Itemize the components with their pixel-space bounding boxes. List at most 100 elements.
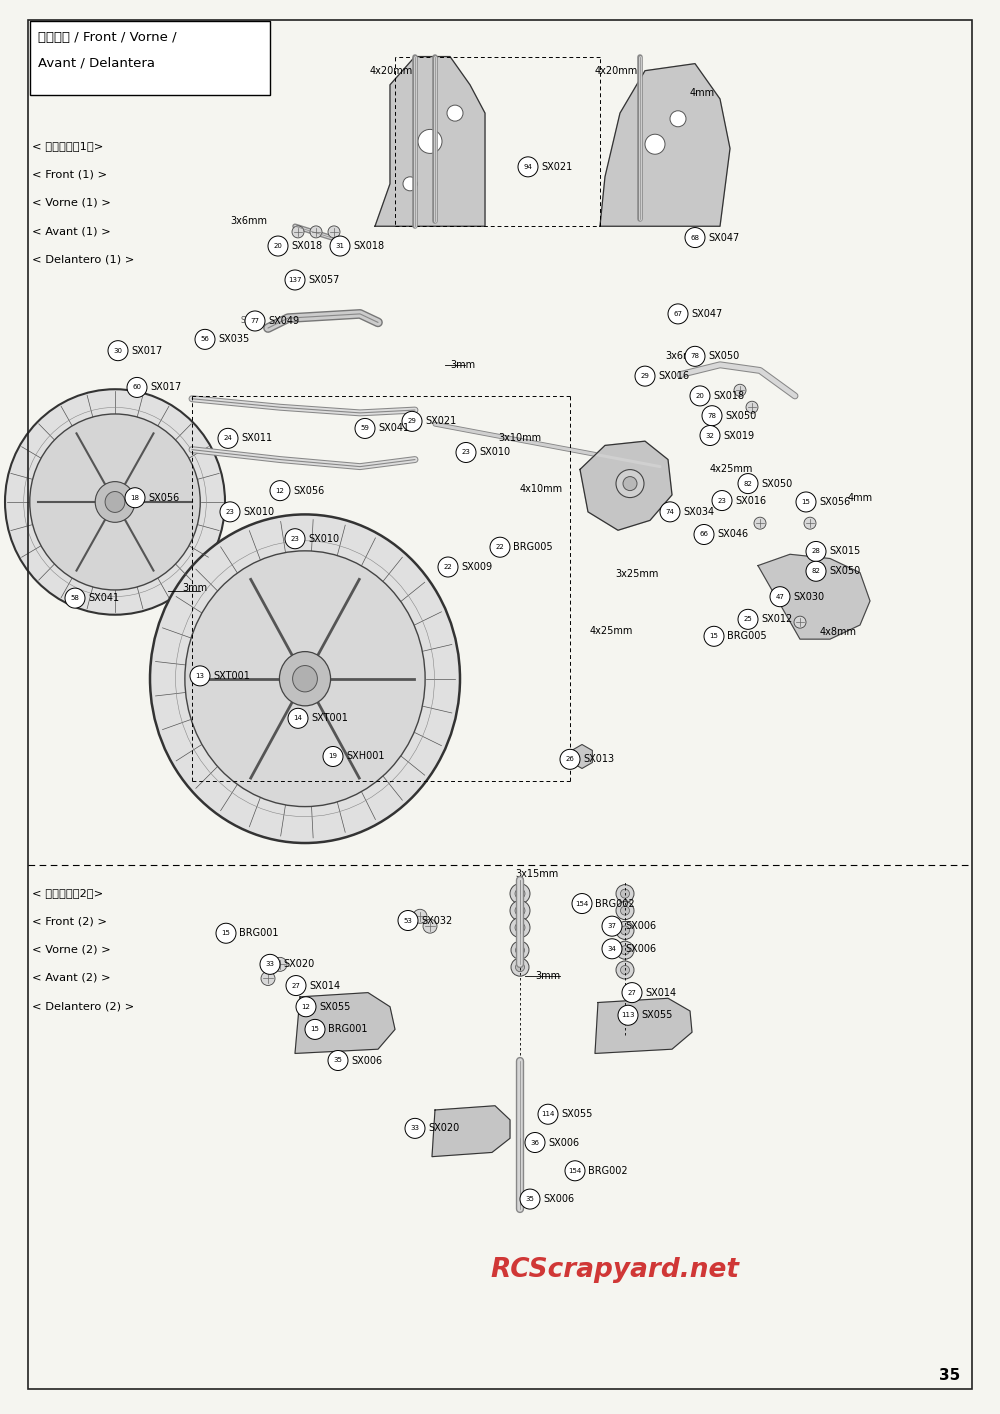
Text: SX018: SX018: [353, 240, 384, 252]
Text: 3x6mm: 3x6mm: [230, 215, 267, 226]
Circle shape: [398, 911, 418, 930]
Text: 31: 31: [336, 243, 344, 249]
Circle shape: [328, 1051, 348, 1070]
Ellipse shape: [150, 515, 460, 843]
Circle shape: [635, 366, 655, 386]
Circle shape: [511, 942, 529, 959]
Circle shape: [285, 529, 305, 549]
Circle shape: [516, 946, 524, 954]
Text: SX030: SX030: [793, 591, 824, 602]
Text: < Delantero (2) >: < Delantero (2) >: [32, 1001, 134, 1011]
Circle shape: [622, 983, 642, 1003]
Text: 35: 35: [939, 1367, 960, 1383]
Text: 32: 32: [706, 433, 714, 438]
Circle shape: [738, 609, 758, 629]
Text: 68: 68: [690, 235, 700, 240]
Text: SX047: SX047: [691, 308, 722, 320]
Text: 12: 12: [276, 488, 284, 493]
Text: 13: 13: [196, 673, 205, 679]
Circle shape: [734, 385, 746, 396]
Text: 58: 58: [71, 595, 79, 601]
Text: 37: 37: [608, 923, 616, 929]
Text: SX006: SX006: [625, 921, 656, 932]
Circle shape: [285, 270, 305, 290]
Circle shape: [602, 916, 622, 936]
Circle shape: [190, 666, 210, 686]
Circle shape: [565, 1161, 585, 1181]
Text: SX056: SX056: [148, 492, 179, 503]
Text: SXH001: SXH001: [346, 751, 384, 762]
Circle shape: [623, 477, 637, 491]
Text: SX006: SX006: [548, 1137, 579, 1148]
Text: BRG001: BRG001: [239, 928, 278, 939]
Text: SX050: SX050: [725, 410, 756, 421]
Circle shape: [746, 402, 758, 413]
Text: SX049: SX049: [268, 315, 299, 327]
Text: SX050: SX050: [761, 478, 792, 489]
Text: 56: 56: [201, 337, 209, 342]
Text: 34: 34: [608, 946, 616, 952]
Circle shape: [310, 226, 322, 238]
Text: SX019: SX019: [723, 430, 754, 441]
Bar: [30, 21, 270, 95]
Circle shape: [323, 747, 343, 766]
Circle shape: [796, 492, 816, 512]
Circle shape: [520, 1189, 540, 1209]
Circle shape: [738, 474, 758, 493]
Text: BRG002: BRG002: [588, 1165, 628, 1176]
Text: 20: 20: [696, 393, 704, 399]
Ellipse shape: [293, 666, 317, 691]
Text: SX049: SX049: [240, 317, 265, 325]
Circle shape: [328, 226, 340, 238]
Text: SX010: SX010: [479, 447, 510, 458]
Text: 3mm: 3mm: [535, 970, 560, 981]
Text: 25: 25: [744, 617, 752, 622]
Text: SX016: SX016: [735, 495, 766, 506]
Circle shape: [616, 469, 644, 498]
Text: 23: 23: [718, 498, 726, 503]
Text: 36: 36: [530, 1140, 540, 1145]
Circle shape: [754, 518, 766, 529]
Circle shape: [770, 587, 790, 607]
Circle shape: [355, 419, 375, 438]
Ellipse shape: [30, 414, 200, 590]
Text: SX050: SX050: [708, 351, 739, 362]
Text: 29: 29: [641, 373, 649, 379]
Text: BRG005: BRG005: [513, 542, 553, 553]
Circle shape: [702, 406, 722, 426]
Circle shape: [511, 959, 529, 976]
Text: SX056: SX056: [819, 496, 850, 508]
Circle shape: [65, 588, 85, 608]
Circle shape: [216, 923, 236, 943]
Text: 66: 66: [700, 532, 708, 537]
Circle shape: [712, 491, 732, 510]
Circle shape: [515, 905, 525, 916]
Circle shape: [620, 946, 630, 954]
Circle shape: [620, 926, 630, 935]
Text: 154: 154: [568, 1168, 582, 1174]
Text: 154: 154: [575, 901, 589, 906]
Text: 18: 18: [130, 495, 140, 501]
Text: フロント / Front / Vorne /: フロント / Front / Vorne /: [38, 31, 177, 44]
Circle shape: [260, 954, 280, 974]
Text: 47: 47: [776, 594, 784, 600]
Text: 33: 33: [266, 962, 274, 967]
Ellipse shape: [279, 652, 331, 706]
Text: < フロント（1）>: < フロント（1）>: [32, 141, 103, 151]
Polygon shape: [295, 993, 395, 1053]
Circle shape: [668, 304, 688, 324]
Text: SX010: SX010: [308, 533, 339, 544]
Circle shape: [305, 1019, 325, 1039]
Circle shape: [518, 157, 538, 177]
Circle shape: [288, 708, 308, 728]
Text: < Vorne (1) >: < Vorne (1) >: [32, 198, 111, 208]
Polygon shape: [595, 998, 692, 1053]
Text: 4x10mm: 4x10mm: [520, 484, 563, 495]
Text: SX012: SX012: [761, 614, 792, 625]
Text: SX050: SX050: [829, 566, 860, 577]
Text: SX018: SX018: [291, 240, 322, 252]
Text: SXT001: SXT001: [213, 670, 250, 682]
Circle shape: [525, 1133, 545, 1152]
Ellipse shape: [185, 551, 425, 806]
Text: SX055: SX055: [319, 1001, 350, 1012]
